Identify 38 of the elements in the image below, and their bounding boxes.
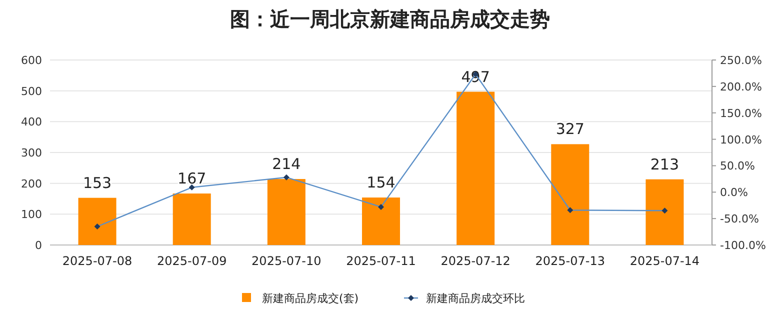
bar — [267, 179, 306, 245]
data-label: 167 — [178, 170, 206, 188]
y2-tick-label: -100.0% — [720, 239, 766, 252]
data-label: 327 — [556, 120, 584, 138]
bar — [362, 198, 400, 245]
chart-title: 图：近一周北京新建商品房成交走势 — [230, 7, 550, 31]
data-label: 153 — [82, 174, 112, 192]
bar — [551, 144, 590, 245]
y-tick-label: 600 — [21, 54, 42, 67]
y-tick-label: 0 — [35, 239, 42, 252]
x-tick-label: 2025-07-12 — [440, 254, 510, 268]
y-tick-label: 200 — [21, 177, 42, 190]
bar — [78, 198, 116, 245]
y-tick-label: 400 — [21, 116, 42, 129]
y2-tick-label: 50.0% — [720, 160, 755, 173]
y2-tick-label: 200.0% — [720, 80, 762, 94]
x-tick-label: 2025-07-13 — [535, 254, 606, 268]
y-tick-label: 100 — [21, 208, 42, 222]
y-tick-label: 300 — [21, 146, 42, 160]
data-label: 154 — [366, 174, 396, 192]
legend-label: 新建商品房成交环比 — [426, 292, 525, 305]
data-label: 214 — [272, 155, 301, 174]
x-tick-label: 2025-07-09 — [156, 254, 227, 268]
y2-tick-label: 250.0% — [720, 54, 762, 67]
bar — [646, 179, 684, 245]
legend-label: 新建商品房成交(套) — [262, 292, 359, 305]
y2-tick-label: 100.0% — [720, 133, 762, 146]
y2-tick-label: -50.0% — [720, 212, 759, 226]
y2-tick-label: 0.0% — [720, 186, 748, 200]
x-tick-label: 2025-07-11 — [346, 254, 416, 268]
bar — [456, 92, 495, 245]
y2-tick-label: 150.0% — [720, 106, 762, 120]
bar — [172, 194, 211, 245]
data-label: 213 — [650, 155, 680, 174]
x-tick-label: 2025-07-08 — [62, 254, 132, 268]
x-tick-label: 2025-07-14 — [630, 254, 700, 268]
x-tick-label: 2025-07-10 — [252, 254, 322, 268]
y-tick-label: 500 — [21, 84, 42, 98]
